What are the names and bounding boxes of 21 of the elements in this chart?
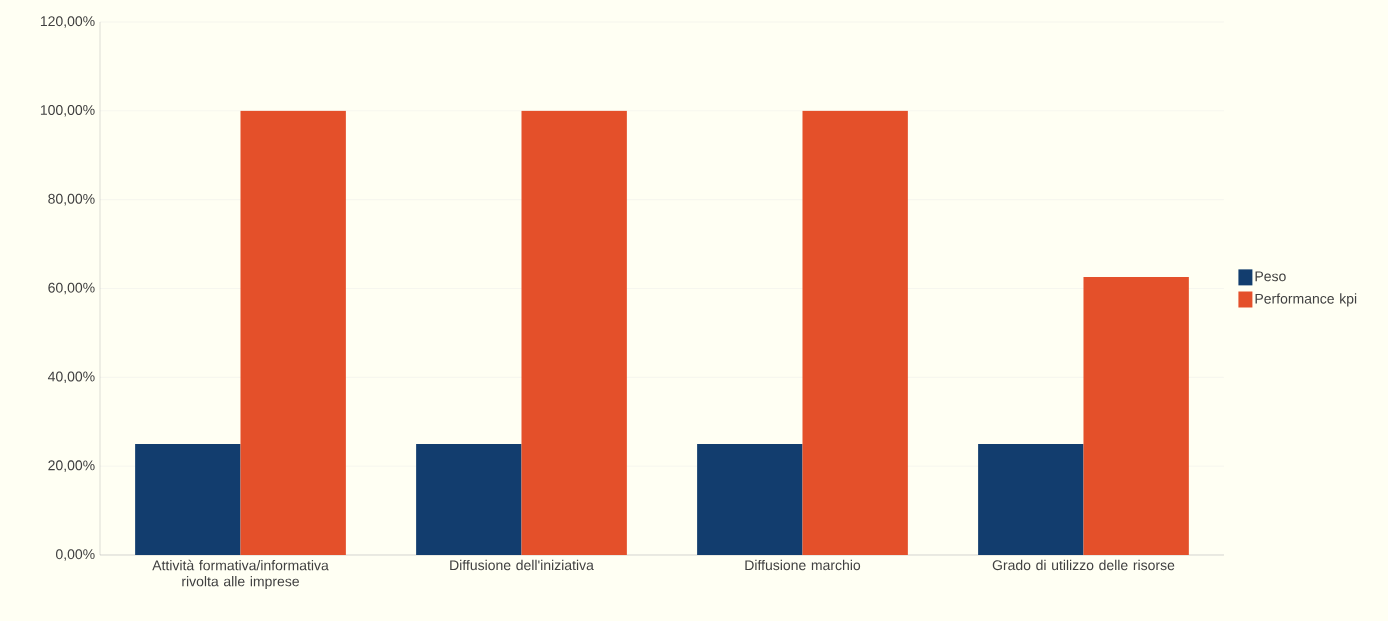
y-tick-label: 20,00%: [48, 460, 95, 472]
bar: [240, 110, 346, 555]
bar: [802, 110, 908, 555]
x-tick-label: Grado di utilizzo delle risorse: [992, 559, 1175, 571]
bar: [978, 443, 1084, 555]
bar: [1083, 276, 1189, 555]
legend-label: Performance kpi: [1255, 293, 1357, 307]
bar: [521, 110, 627, 555]
legend-label: Peso: [1255, 271, 1286, 282]
y-tick-label: 100,00%: [40, 105, 95, 117]
y-tick-label: 0,00%: [55, 549, 95, 561]
bar: [135, 443, 241, 555]
x-tick-label: Attività formativa/informativa rivolta alle imprese: [152, 559, 329, 590]
y-tick-label: 80,00%: [48, 193, 95, 206]
x-tick-label: Diffusione marchio: [745, 559, 861, 571]
bar: [416, 443, 522, 555]
y-tick-label: 40,00%: [47, 371, 95, 384]
bar: [697, 443, 803, 555]
y-tick-label: 60,00%: [48, 282, 95, 295]
y-tick-label: 120,00%: [40, 16, 95, 28]
x-tick-label: Diffusione dell'iniziativa: [450, 559, 594, 571]
